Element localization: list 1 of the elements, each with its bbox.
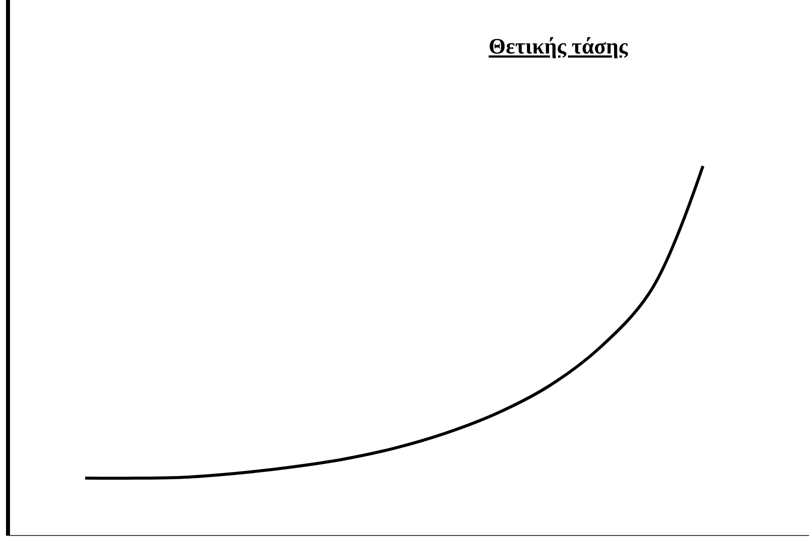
chart-title: Θετικής τάσης <box>488 33 628 58</box>
